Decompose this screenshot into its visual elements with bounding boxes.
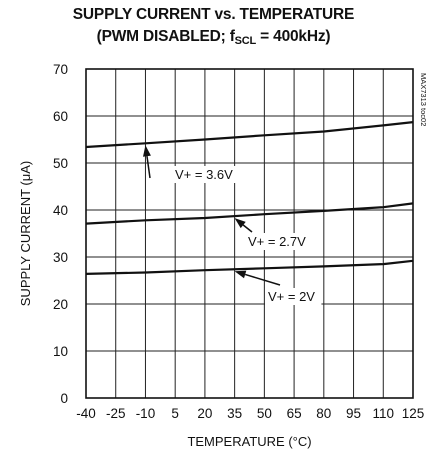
series-label-3: V+ = 2V bbox=[268, 289, 315, 304]
x-tick-label: 20 bbox=[197, 406, 212, 421]
y-axis-title: SUPPLY CURRENT (μA) bbox=[18, 161, 33, 306]
annotation-label-bg bbox=[245, 233, 316, 250]
y-tick-label: 30 bbox=[53, 250, 68, 265]
annotation-arrow-line bbox=[146, 156, 151, 179]
series-line-3 bbox=[85, 259, 414, 275]
y-tick-label: 40 bbox=[53, 203, 68, 218]
x-tick-label: 50 bbox=[257, 406, 272, 421]
annotation-arrow-head bbox=[143, 145, 151, 157]
y-tick-label: 70 bbox=[53, 62, 68, 77]
annotation-arrow-head bbox=[234, 270, 247, 279]
x-axis-title: TEMPERATURE (°C) bbox=[187, 434, 311, 449]
x-tick-label: -40 bbox=[76, 406, 96, 421]
series-line-2 bbox=[85, 202, 414, 225]
x-tick-label: 125 bbox=[402, 406, 425, 421]
series-line-1 bbox=[85, 121, 414, 149]
y-tick-label: 0 bbox=[60, 391, 68, 406]
x-tick-label: 80 bbox=[316, 406, 331, 421]
y-tick-label: 50 bbox=[53, 156, 68, 171]
cut-number: MAX7313 toc02 bbox=[419, 73, 427, 126]
series-label-2: V+ = 2.7V bbox=[248, 234, 306, 249]
y-tick-label: 60 bbox=[53, 109, 68, 124]
x-tick-label: 5 bbox=[171, 406, 179, 421]
x-tick-label: 95 bbox=[346, 406, 361, 421]
series-label-1: V+ = 3.6V bbox=[175, 167, 233, 182]
x-tick-label: 110 bbox=[373, 406, 395, 421]
annotation-label-bg bbox=[172, 166, 243, 183]
x-tick-label: -25 bbox=[106, 406, 126, 421]
x-tick-label: 35 bbox=[227, 406, 242, 421]
annotation-arrow-line bbox=[244, 273, 281, 286]
plot-frame bbox=[85, 68, 414, 399]
x-tick-label: 65 bbox=[287, 406, 302, 421]
y-tick-label: 10 bbox=[53, 344, 68, 359]
annotation-label-bg bbox=[265, 288, 322, 305]
chart-subtitle: (PWM DISABLED; fSCL = 400kHz) bbox=[96, 28, 331, 47]
x-tick-label: -10 bbox=[136, 406, 156, 421]
chart-title: SUPPLY CURRENT vs. TEMPERATURE bbox=[72, 6, 355, 23]
annotation-arrow-head bbox=[234, 218, 246, 229]
annotation-arrow-line bbox=[242, 224, 253, 233]
y-tick-label: 20 bbox=[53, 297, 68, 312]
